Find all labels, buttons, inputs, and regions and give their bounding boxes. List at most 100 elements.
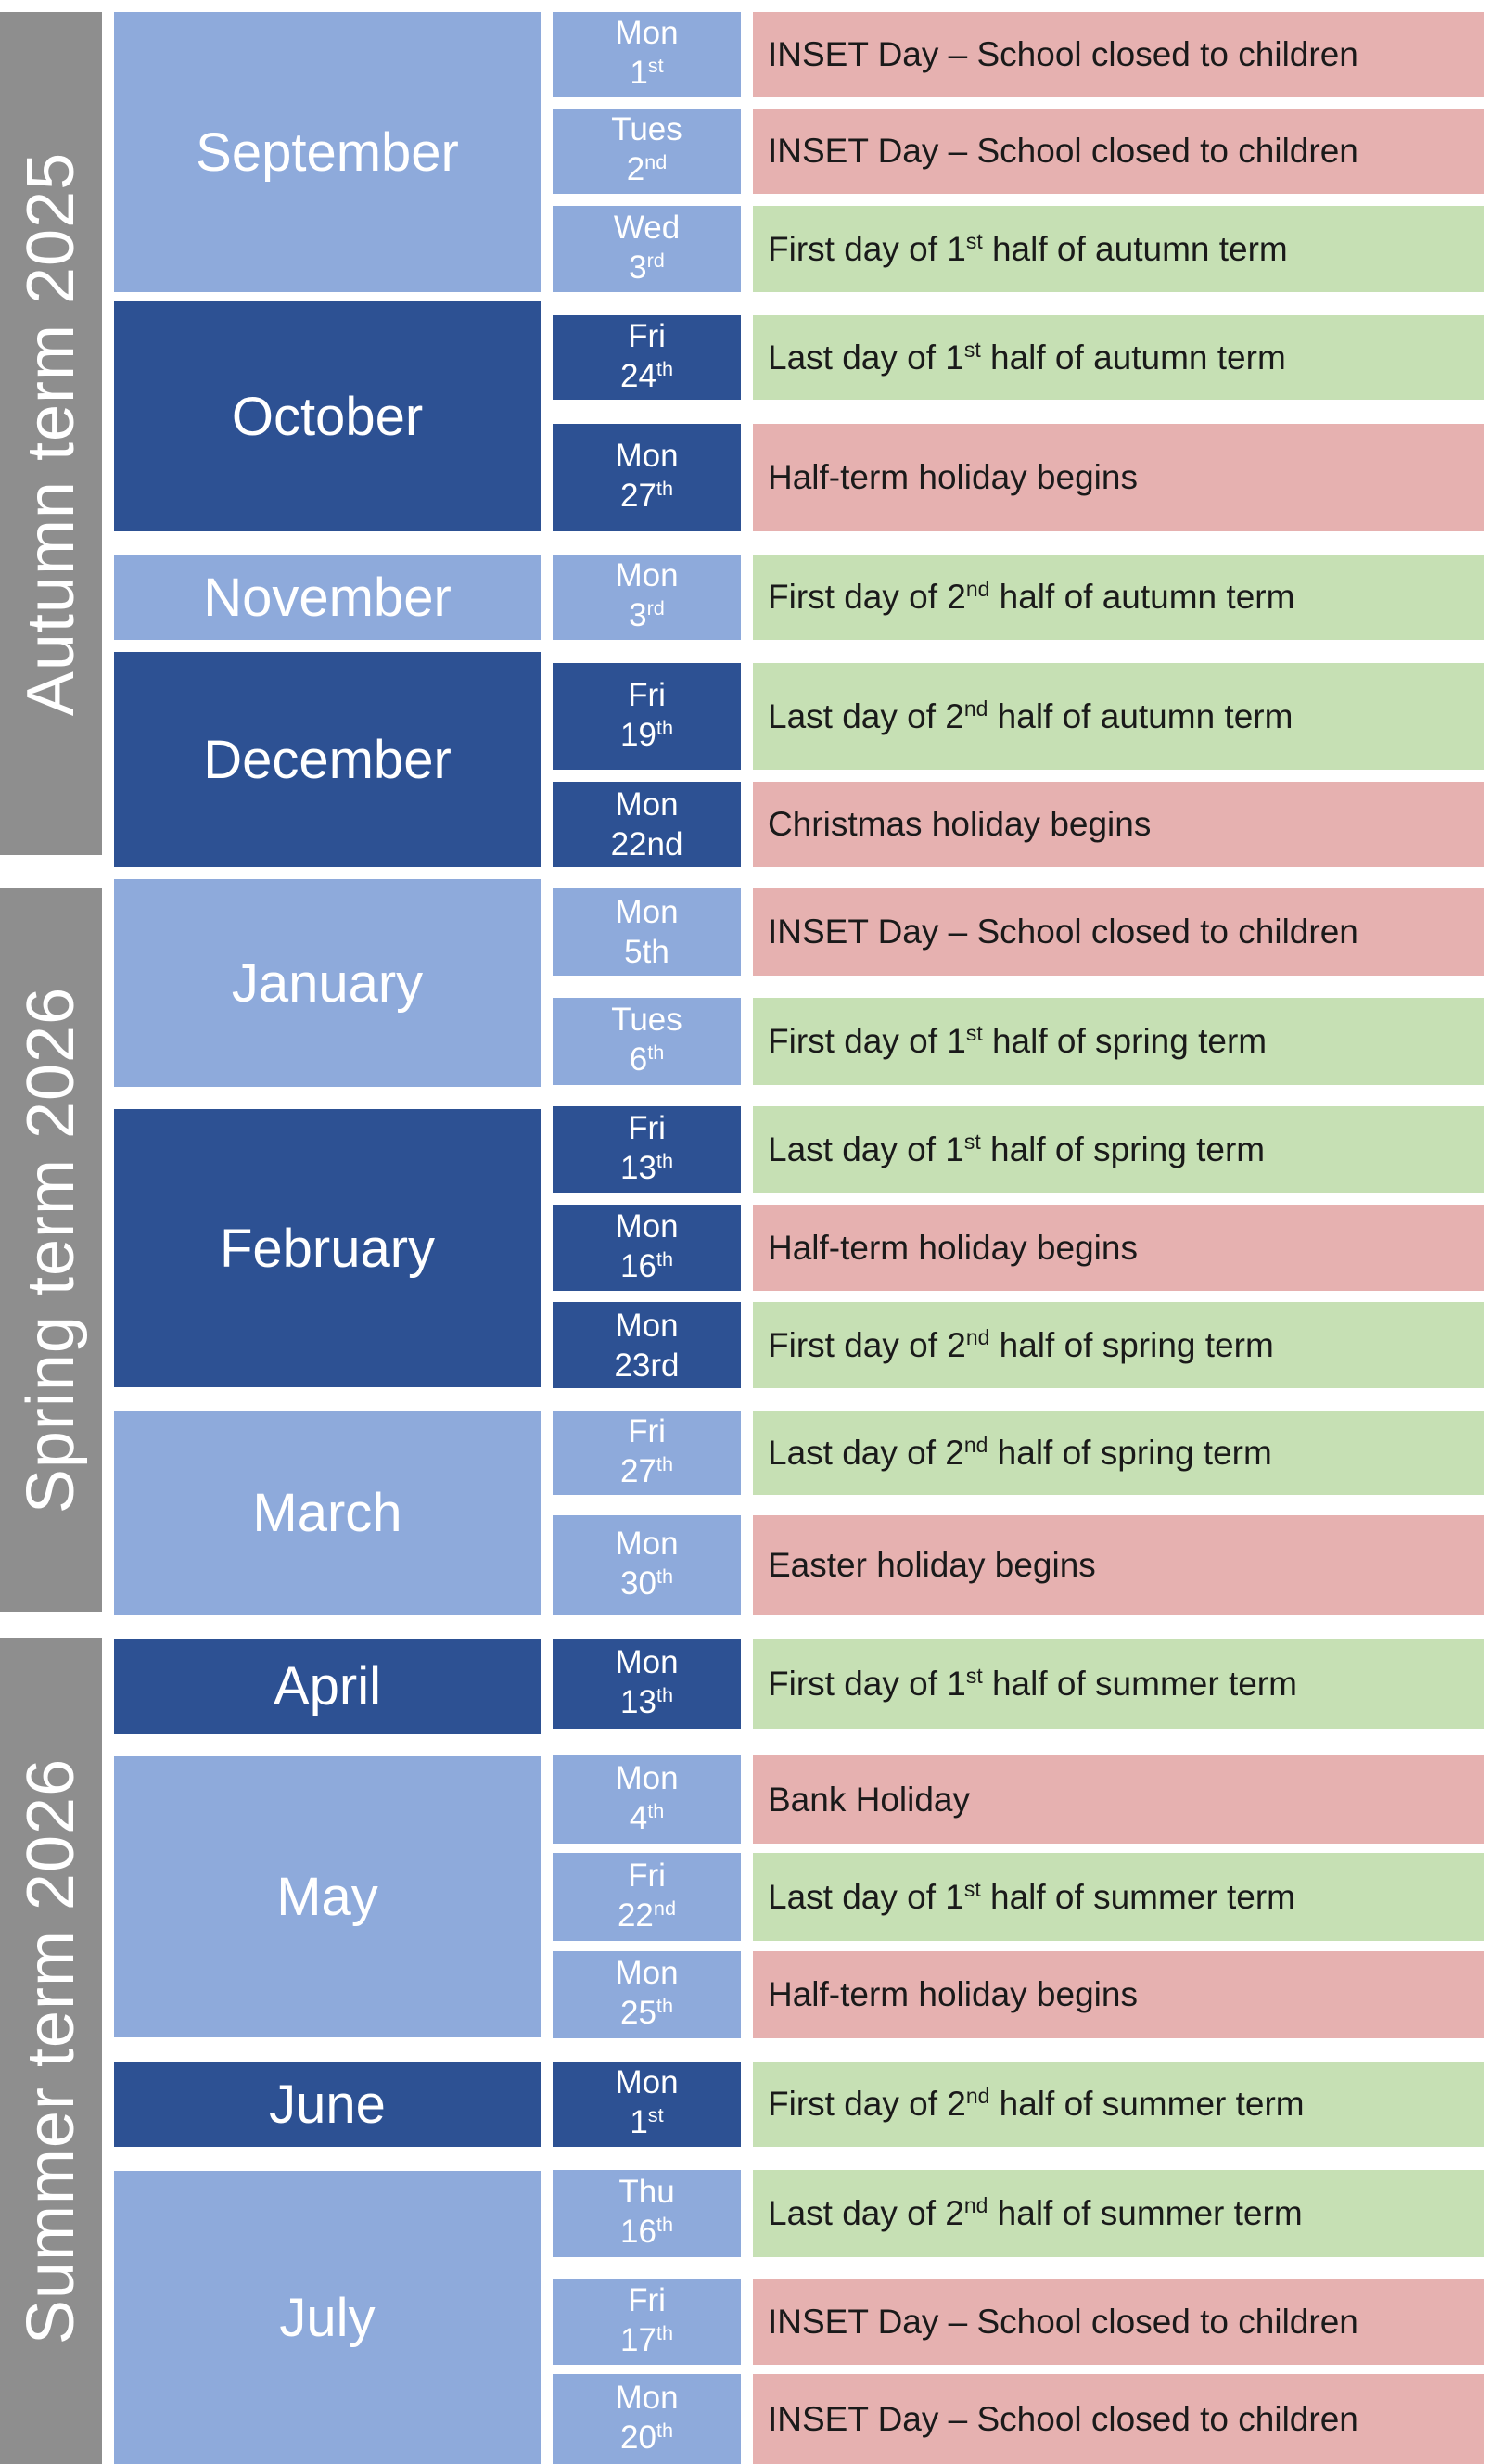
event-text: First day of 1st half of summer term <box>768 1664 1297 1704</box>
date-suffix: th <box>656 477 674 501</box>
event-cell: First day of 1st half of summer term <box>753 1639 1484 1729</box>
event-cell: First day of 1st half of autumn term <box>753 206 1484 292</box>
term-label: Summer term 2026 <box>14 1757 88 2344</box>
weekday-label: Fri <box>628 317 666 354</box>
date-cell: Mon 20th <box>553 2374 741 2464</box>
date-cell: Wed 3rd <box>553 206 741 292</box>
event-cell: INSET Day – School closed to children <box>753 2374 1484 2464</box>
weekday-label: Wed <box>613 209 681 246</box>
weekday-label: Fri <box>628 1857 666 1894</box>
weekday-label: Mon <box>615 786 679 823</box>
date-suffix: th <box>656 1994 674 2018</box>
date-label: 19th <box>620 715 673 759</box>
date-cell: Mon 3rd <box>553 555 741 640</box>
date-cell: Mon 30th <box>553 1515 741 1615</box>
event-text-part: Last day of 1 <box>768 1877 964 1916</box>
date-number: 23rd <box>614 1347 680 1384</box>
date-label: 3rd <box>629 248 665 291</box>
date-cell: Mon 1st <box>553 12 741 97</box>
event-cell: Last day of 1st half of summer term <box>753 1853 1484 1941</box>
date-label: 1st <box>630 53 663 96</box>
date-label: 30th <box>620 1564 673 1607</box>
event-cell: Last day of 2nd half of spring term <box>753 1411 1484 1495</box>
date-cell: Tues 6th <box>553 998 741 1085</box>
event-cell: Easter holiday begins <box>753 1515 1484 1615</box>
date-label: 13th <box>620 1148 673 1192</box>
event-text: INSET Day – School closed to children <box>768 2400 1358 2439</box>
month-name: February <box>219 1218 436 1279</box>
date-suffix: rd <box>646 248 665 272</box>
event-text: First day of 1st half of spring term <box>768 1021 1267 1061</box>
month-september: September <box>114 12 541 292</box>
event-text-part: INSET Day – School closed to children <box>768 35 1358 73</box>
month-name: November <box>203 567 452 628</box>
date-number: 27 <box>619 1452 656 1489</box>
date-number: 24 <box>619 357 656 394</box>
date-number: 30 <box>619 1565 656 1602</box>
date-suffix: th <box>656 2418 674 2442</box>
date-suffix: th <box>647 1798 665 1822</box>
event-text-part: INSET Day – School closed to children <box>768 2399 1358 2438</box>
event-text-part: half of spring term <box>989 1325 1274 1364</box>
event-cell: Christmas holiday begins <box>753 782 1484 867</box>
ordinal-suffix: st <box>965 1021 983 1046</box>
event-cell: Bank Holiday <box>753 1755 1484 1844</box>
event-text-part: half of autumn term <box>980 338 1286 377</box>
date-number: 6 <box>629 1041 648 1078</box>
event-text-part: half of spring term <box>980 1130 1266 1168</box>
weekday-label: Mon <box>615 557 679 594</box>
weekday-label: Thu <box>618 2174 675 2210</box>
date-number: 3 <box>629 249 647 286</box>
weekday-label: Mon <box>615 1955 679 1991</box>
month-may: May <box>114 1756 541 2037</box>
date-cell: Mon 22nd <box>553 782 741 867</box>
event-text: Last day of 1st half of spring term <box>768 1130 1265 1169</box>
event-cell: First day of 2nd half of autumn term <box>753 555 1484 640</box>
date-number: 2 <box>626 151 645 187</box>
date-cell: Mon 16th <box>553 1205 741 1291</box>
date-cell: Mon 1st <box>553 2062 741 2147</box>
date-number: 13 <box>619 1683 656 1720</box>
event-text-part: half of spring term <box>988 1433 1272 1472</box>
date-number: 16 <box>619 1247 656 1284</box>
month-june: June <box>114 2062 541 2147</box>
date-cell: Tues 2nd <box>553 109 741 194</box>
ordinal-suffix: st <box>963 337 981 362</box>
month-november: November <box>114 555 541 640</box>
ordinal-suffix: nd <box>963 1432 988 1457</box>
month-name: October <box>231 386 424 447</box>
date-cell: Fri 24th <box>553 315 741 400</box>
date-cell: Mon 5th <box>553 888 741 976</box>
event-cell: Last day of 2nd half of autumn term <box>753 663 1484 770</box>
month-april: April <box>114 1639 541 1734</box>
month-name: July <box>279 2287 376 2348</box>
date-suffix: th <box>647 1040 665 1065</box>
month-october: October <box>114 301 541 531</box>
event-text: Half-term holiday begins <box>768 458 1138 497</box>
date-suffix: th <box>656 1148 674 1172</box>
event-cell: Half-term holiday begins <box>753 1205 1484 1291</box>
date-label: 16th <box>620 1246 673 1290</box>
month-march: March <box>114 1411 541 1615</box>
event-text: Easter holiday begins <box>768 1546 1096 1585</box>
date-label: 27th <box>620 1451 673 1495</box>
event-text: Last day of 1st half of summer term <box>768 1877 1295 1917</box>
event-text: Half-term holiday begins <box>768 1229 1138 1268</box>
date-suffix: st <box>647 54 664 78</box>
date-cell: Mon 25th <box>553 1951 741 2038</box>
date-label: 22nd <box>618 1896 676 1939</box>
term-label: Spring term 2026 <box>14 986 88 1514</box>
event-cell: INSET Day – School closed to children <box>753 109 1484 194</box>
date-cell: Thu 16th <box>553 2170 741 2257</box>
term-band: Summer term 2026 <box>0 1638 102 2464</box>
event-text-part: half of summer term <box>980 1877 1295 1916</box>
event-text-part: Last day of 2 <box>768 696 964 735</box>
date-suffix: th <box>656 356 674 380</box>
event-text-part: First day of 2 <box>768 2085 966 2123</box>
event-text-part: half of autumn term <box>989 578 1295 616</box>
month-name: April <box>273 1656 382 1717</box>
weekday-label: Mon <box>615 438 679 474</box>
date-label: 20th <box>620 2418 673 2461</box>
weekday-label: Mon <box>615 1207 679 1245</box>
date-suffix: th <box>656 715 674 739</box>
